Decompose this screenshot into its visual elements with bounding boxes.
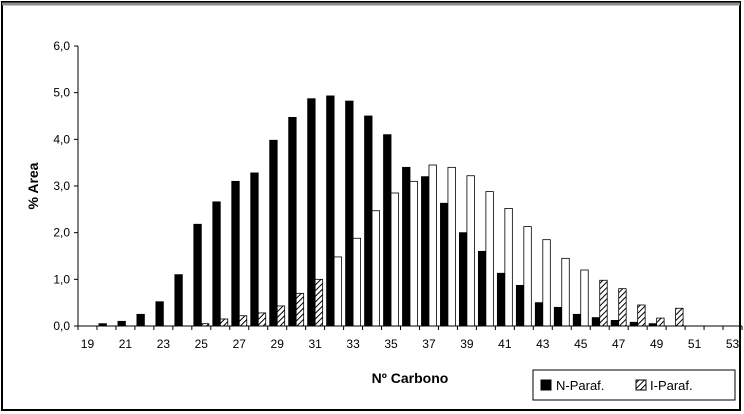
legend-label-n-paraf: N-Paraf. [556, 378, 604, 393]
bar-n-paraf-33 [345, 100, 354, 327]
bar-i-paraf-38 [447, 166, 456, 327]
bar-n-paraf-21 [117, 320, 126, 327]
bar-n-paraf-47 [610, 319, 620, 327]
x-tick-label: 37 [422, 337, 436, 351]
bar-n-paraf-24 [174, 274, 183, 327]
bar-n-paraf-46 [591, 317, 601, 327]
y-tick-label: 4,0 [53, 132, 70, 146]
bar-i-paraf-39 [466, 175, 475, 327]
bar-i-paraf-32 [333, 256, 343, 327]
x-tick-label: 19 [81, 337, 95, 351]
bar-i-paraf-36 [409, 180, 418, 327]
bar-i-paraf-44 [561, 257, 570, 327]
y-axis-label: % Area [25, 162, 41, 209]
x-tick-label: 43 [536, 337, 550, 351]
x-tick-label: 31 [308, 337, 322, 351]
bar-i-paraf-45 [580, 269, 589, 327]
legend-label-i-paraf: I-Paraf. [650, 378, 693, 393]
bar-n-paraf-35 [383, 134, 392, 327]
bars-layer [98, 95, 684, 327]
bar-n-paraf-31 [307, 98, 316, 327]
bar-n-paraf-48 [629, 321, 639, 327]
bar-n-paraf-43 [534, 302, 544, 327]
bar-i-paraf-27 [238, 315, 248, 327]
y-tick-label: 2,0 [53, 226, 70, 240]
x-tick-label: 27 [233, 337, 247, 351]
bar-i-paraf-40 [485, 191, 494, 327]
bar-n-paraf-23 [155, 301, 164, 327]
bar-n-paraf-37 [421, 176, 430, 327]
bar-i-paraf-30 [295, 292, 305, 327]
bar-n-paraf-32 [326, 95, 335, 327]
bar-i-paraf-29 [276, 305, 286, 327]
bar-i-paraf-43 [542, 239, 551, 327]
bar-n-paraf-25 [193, 223, 202, 327]
bar-n-paraf-39 [459, 232, 468, 327]
x-tick-labels: 19 21 23 25 27 29 31 33 35 37 39 41 43 45 47 49 51 53 [81, 337, 740, 351]
bar-n-paraf-29 [269, 139, 278, 327]
bar-i-paraf-42 [523, 226, 532, 327]
bar-i-paraf-34 [371, 210, 380, 327]
bar-n-paraf-45 [572, 313, 582, 327]
bar-n-paraf-22 [136, 313, 145, 327]
y-tick-label: 3,0 [53, 179, 70, 193]
bar-n-paraf-30 [288, 117, 297, 327]
x-tick-label: 39 [460, 337, 474, 351]
bar-i-paraf-28 [257, 312, 267, 327]
bar-n-paraf-40 [477, 250, 487, 327]
bar-i-paraf-47 [618, 288, 627, 327]
y-tick-labels: 0,0 1,0 2,0 3,0 4,0 5,0 6,0 [53, 39, 70, 333]
x-tick-label: 29 [271, 337, 285, 351]
legend-swatch-n-paraf [540, 379, 552, 391]
bar-i-paraf-50 [675, 307, 684, 327]
x-tick-label: 25 [195, 337, 209, 351]
bar-n-paraf-41 [496, 272, 506, 327]
bar-i-paraf-33 [352, 237, 361, 327]
axes-layer [74, 45, 743, 330]
bar-i-paraf-46 [599, 279, 608, 327]
bar-i-paraf-48 [637, 304, 646, 327]
x-tick-label: 45 [574, 337, 588, 351]
x-tick-label: 49 [650, 337, 664, 351]
legend: N-Paraf. I-Paraf. [532, 369, 736, 401]
x-axis-label: Nº Carbono [372, 370, 449, 386]
bar-n-paraf-27 [231, 180, 240, 327]
x-tick-label: 51 [688, 337, 702, 351]
bar-n-paraf-42 [515, 284, 525, 327]
bar-i-paraf-26 [219, 318, 229, 327]
x-tick-label: 23 [157, 337, 171, 351]
bar-i-paraf-31 [314, 278, 324, 327]
bar-n-paraf-34 [364, 115, 373, 327]
x-tick-label: 41 [498, 337, 512, 351]
x-tick-label: 53 [726, 337, 740, 351]
legend-swatch-i-paraf [635, 379, 647, 391]
x-tick-label: 33 [346, 337, 360, 351]
y-tick-label: 1,0 [53, 272, 70, 286]
y-tick-label: 0,0 [53, 319, 70, 333]
x-tick-label: 21 [119, 337, 133, 351]
bar-n-paraf-38 [440, 202, 449, 327]
bar-i-paraf-49 [656, 317, 665, 327]
bar-i-paraf-35 [390, 192, 399, 327]
bar-n-paraf-44 [553, 306, 563, 327]
y-tick-label: 5,0 [53, 86, 70, 100]
x-tick-label: 47 [612, 337, 626, 351]
legend-box [532, 369, 736, 401]
bar-n-paraf-36 [402, 166, 411, 327]
x-tick-label: 35 [384, 337, 398, 351]
y-tick-label: 6,0 [53, 39, 70, 53]
bar-n-paraf-26 [212, 201, 221, 327]
bar-i-paraf-37 [428, 164, 437, 327]
bar-i-paraf-41 [504, 207, 513, 327]
bar-n-paraf-28 [250, 172, 259, 327]
